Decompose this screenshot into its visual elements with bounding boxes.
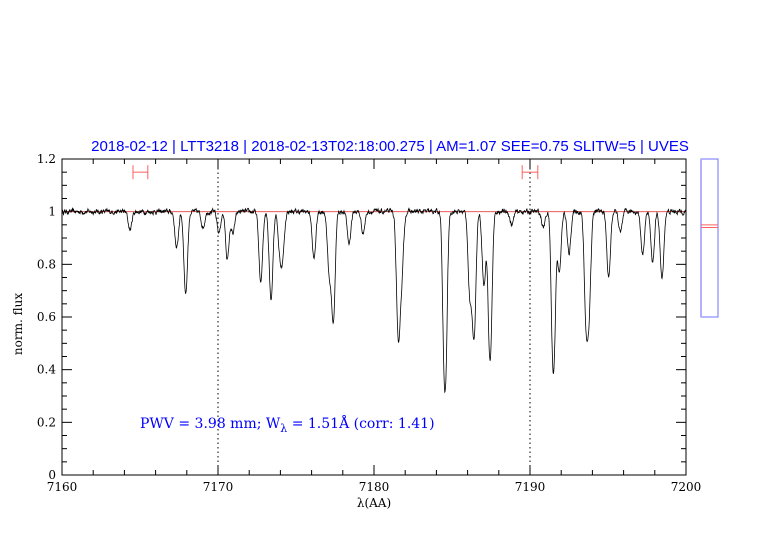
x-tick-label: 7190 xyxy=(515,480,546,494)
y-tick-label: 1 xyxy=(48,205,56,219)
y-tick-label: 0.8 xyxy=(37,257,56,271)
fit-range-marker xyxy=(132,165,149,180)
y-tick-label: 1.2 xyxy=(37,152,56,166)
side-panel xyxy=(700,158,719,318)
x-tick-label: 7180 xyxy=(359,480,390,494)
y-tick-label: 0.6 xyxy=(37,310,56,324)
y-axis-label: norm. flux xyxy=(11,293,25,355)
x-tick-label: 7160 xyxy=(47,480,78,494)
chart-title: 2018-02-12 | LTT3218 | 2018-02-13T02:18:… xyxy=(91,138,689,155)
x-tick-label: 7200 xyxy=(671,480,702,494)
spectrum-line xyxy=(61,207,686,394)
y-tick-label: 0 xyxy=(48,468,56,482)
side-panel-box xyxy=(700,158,719,318)
pwv-annotation: PWV = 3.98 mm; Wλ = 1.51Å (corr: 1.41) xyxy=(140,414,435,435)
x-axis-label: λ(AA) xyxy=(357,496,391,510)
y-tick-label: 0.4 xyxy=(37,363,56,377)
y-tick-label: 0.2 xyxy=(37,415,56,429)
axis-ticks: 7160 7170 7180 7190 7200 0 0.2 0.4 0.6 0.8 1 1.2 xyxy=(37,152,701,494)
plot-frame xyxy=(61,158,687,476)
x-tick-label: 7170 xyxy=(203,480,234,494)
fit-range-marker xyxy=(521,165,539,180)
